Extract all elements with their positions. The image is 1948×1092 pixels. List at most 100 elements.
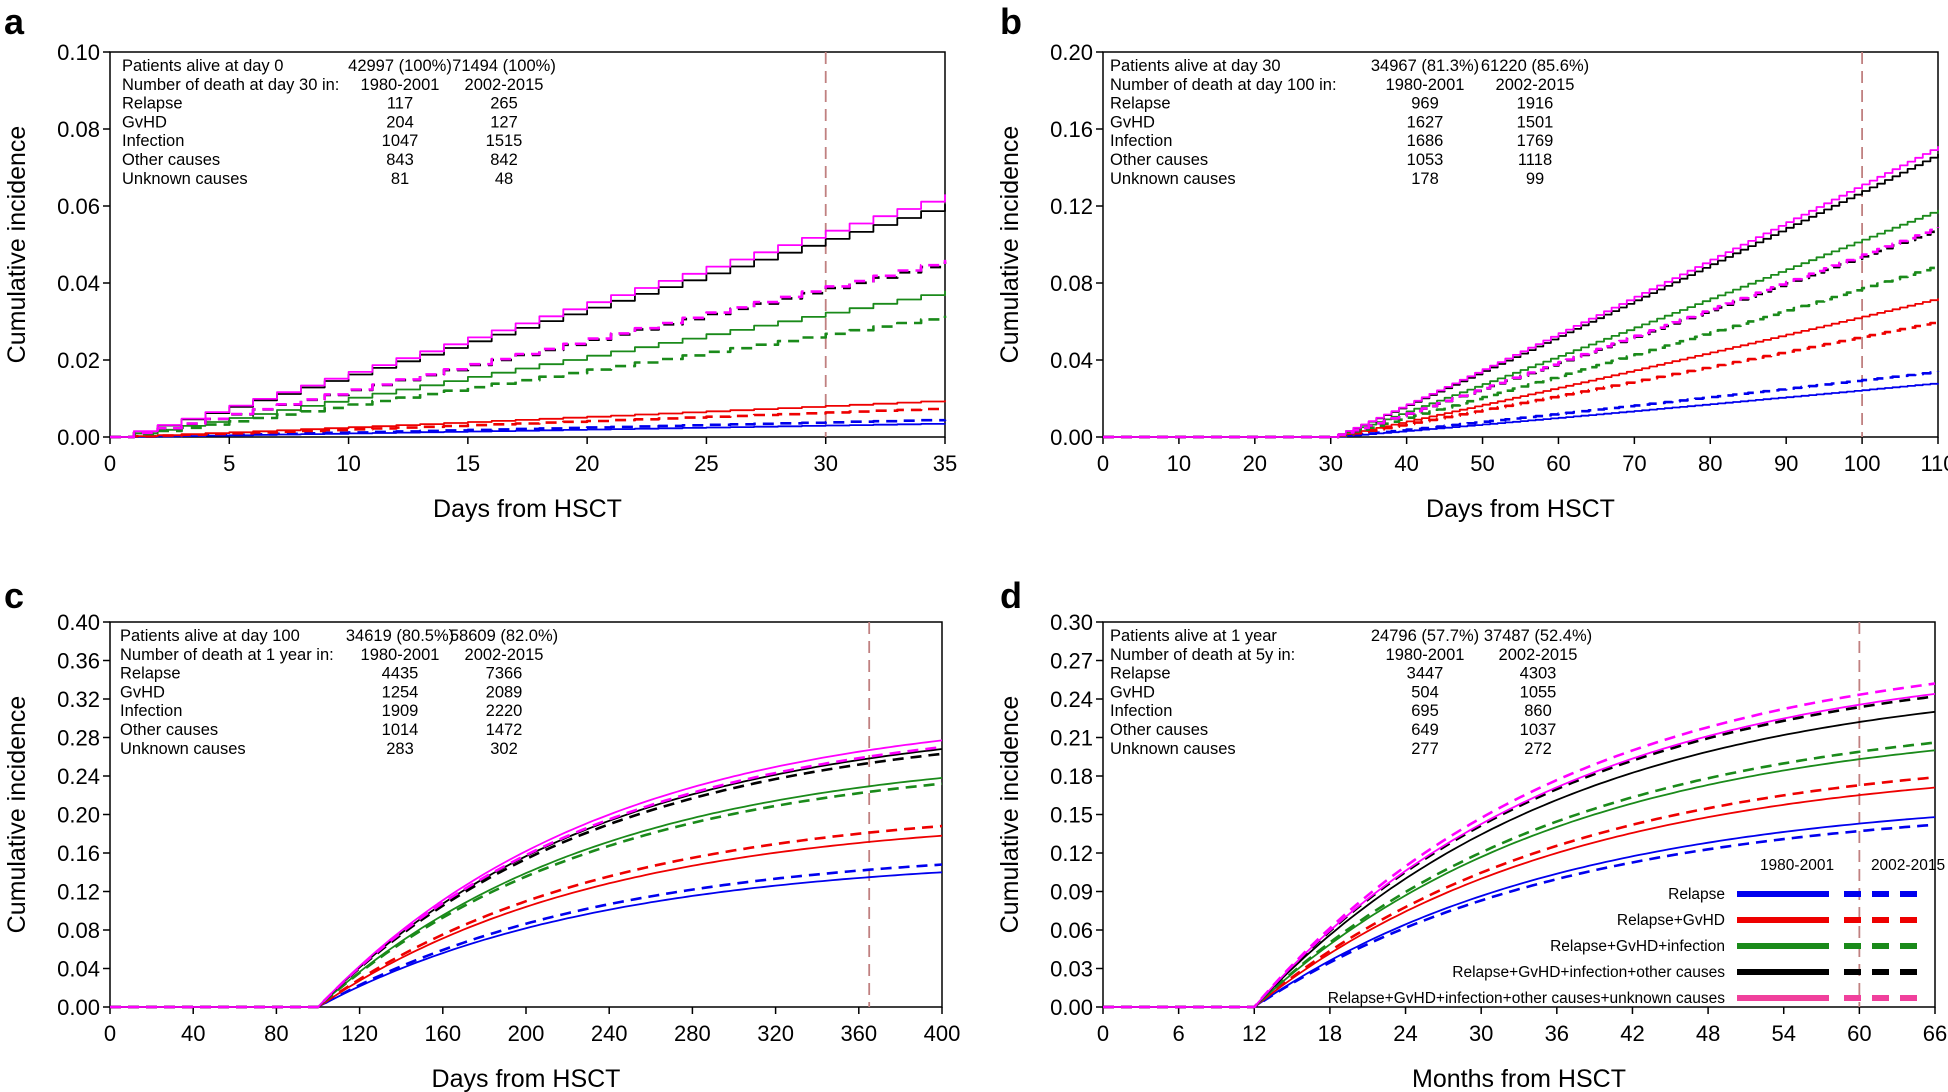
y-tick-label: 0.08 <box>57 117 100 142</box>
table-value-2002-2015: 1037 <box>1520 721 1557 739</box>
x-tick-label: 54 <box>1771 1021 1795 1046</box>
legend-label: Relapse+GvHD <box>1617 912 1725 929</box>
table-value-2002-2015: 272 <box>1524 740 1552 758</box>
y-tick-label: 0.04 <box>57 271 100 296</box>
table-value-1980-2001: 1254 <box>382 683 419 701</box>
table-alive-label: Patients alive at day 100 <box>120 627 300 645</box>
x-tick-label: 0 <box>1097 451 1109 476</box>
table-cause: Relapse <box>122 95 183 113</box>
series-line-other-1980-2001 <box>110 748 943 1008</box>
y-tick-label: 0.21 <box>1050 726 1093 751</box>
y-tick-label: 0.09 <box>1050 880 1093 905</box>
y-tick-label: 0.20 <box>57 803 100 828</box>
series-line-infection-1980-2001 <box>110 777 943 1008</box>
table-value-1980-2001: 1909 <box>382 702 419 720</box>
x-axis-label: Days from HSCT <box>433 495 622 523</box>
x-tick-label: 400 <box>924 1021 961 1046</box>
y-tick-label: 0.08 <box>1050 271 1093 296</box>
table-alive-2002-2015: 58609 (82.0%) <box>450 627 558 645</box>
x-axis-label: Days from HSCT <box>432 1065 621 1092</box>
series-line-other-2002-2015 <box>110 261 947 439</box>
series-line-relapse-2002-2015 <box>1103 823 1936 1009</box>
panel-d: d 0.00 0.03 0.06 0.09 0.12 0.15 0.18 0.21 0.24 0.2… <box>996 575 1947 1092</box>
panel-letter: c <box>4 575 24 616</box>
y-axis-label: Cumulative incidence <box>3 696 31 934</box>
table-alive-label: Patients alive at 1 year <box>1110 627 1277 645</box>
table-death-label: Number of death at day 100 in: <box>1110 76 1337 94</box>
table-value-1980-2001: 1053 <box>1407 151 1444 169</box>
series-line-gvhd-2002-2015 <box>110 824 943 1009</box>
table-alive-1980-2001: 24796 (57.7%) <box>1371 627 1479 645</box>
series-line-gvhd-2002-2015 <box>110 407 947 439</box>
x-tick-label: 0 <box>104 1021 116 1046</box>
y-tick-label: 0.24 <box>57 764 100 789</box>
x-tick-label: 36 <box>1545 1021 1569 1046</box>
y-tick-label: 0.04 <box>57 957 100 982</box>
series-line-relapse-1980-2001 <box>1103 816 1936 1008</box>
y-tick-label: 0.16 <box>1050 117 1093 142</box>
series-line-relapse-2002-2015 <box>110 863 943 1009</box>
table-value-1980-2001: 81 <box>391 170 409 188</box>
y-tick-label: 0.20 <box>1050 40 1093 65</box>
table-cause: Relapse <box>120 665 181 683</box>
table-cause: Unknown causes <box>1110 170 1236 188</box>
x-tick-label: 20 <box>1243 451 1267 476</box>
series-line-relapse-1980-2001 <box>110 871 943 1008</box>
x-axis-label: Months from HSCT <box>1412 1065 1626 1092</box>
x-tick-label: 48 <box>1696 1021 1720 1046</box>
table-value-2002-2015: 99 <box>1526 170 1544 188</box>
legend-label: Relapse <box>1668 886 1725 903</box>
table-alive-2002-2015: 37487 (52.4%) <box>1484 627 1592 645</box>
x-tick-label: 90 <box>1774 451 1798 476</box>
table-death-label: Number of death at day 30 in: <box>122 76 339 94</box>
table-cause: GvHD <box>1110 683 1155 701</box>
table-period-2: 2002-2015 <box>1499 646 1578 664</box>
x-tick-label: 160 <box>424 1021 461 1046</box>
table-value-1980-2001: 969 <box>1411 95 1439 113</box>
y-tick-label: 0.08 <box>57 918 100 943</box>
x-tick-label: 10 <box>1167 451 1191 476</box>
table-cause: Other causes <box>1110 151 1208 169</box>
x-tick-label: 40 <box>1394 451 1418 476</box>
series-line-gvhd-1980-2001 <box>1103 298 1939 438</box>
table-value-1980-2001: 178 <box>1411 170 1439 188</box>
table-cause: Infection <box>122 132 184 150</box>
y-tick-label: 0.12 <box>1050 194 1093 219</box>
table-cause: Infection <box>1110 132 1172 150</box>
y-axis-label: Cumulative incidence <box>996 126 1024 364</box>
table-value-1980-2001: 4435 <box>382 665 419 683</box>
table-value-2002-2015: 842 <box>490 151 518 169</box>
x-tick-label: 6 <box>1173 1021 1185 1046</box>
table-value-1980-2001: 504 <box>1411 683 1439 701</box>
series-line-gvhd-1980-2001 <box>1103 786 1936 1008</box>
series-line-other-1980-2001 <box>110 204 946 438</box>
table-value-1980-2001: 695 <box>1411 702 1439 720</box>
y-tick-label: 0.12 <box>1050 841 1093 866</box>
table-period-1: 1980-2001 <box>361 76 440 94</box>
table-value-2002-2015: 1769 <box>1517 132 1554 150</box>
x-tick-label: 0 <box>1097 1021 1109 1046</box>
legend-label: Relapse+GvHD+infection+other causes <box>1452 964 1725 981</box>
table-cause: GvHD <box>1110 113 1155 131</box>
table-cause: Other causes <box>122 151 220 169</box>
table-value-1980-2001: 1627 <box>1407 113 1444 131</box>
series-line-unknown-2002-2015 <box>110 259 947 439</box>
table-value-1980-2001: 117 <box>387 95 413 113</box>
series-line-unknown-1980-2001 <box>110 739 943 1008</box>
series-line-other-2002-2015 <box>1103 695 1936 1009</box>
table-cause: Infection <box>120 702 182 720</box>
x-tick-label: 0 <box>104 451 116 476</box>
x-axis-label: Days from HSCT <box>1426 495 1615 523</box>
y-tick-label: 0.06 <box>1050 918 1093 943</box>
y-tick-label: 0.15 <box>1050 803 1093 828</box>
y-tick-label: 0.16 <box>57 841 100 866</box>
table-value-2002-2015: 302 <box>490 740 518 758</box>
y-tick-label: 0.40 <box>57 610 100 635</box>
y-tick-label: 0.06 <box>57 194 100 219</box>
x-tick-label: 120 <box>341 1021 378 1046</box>
table-value-2002-2015: 1472 <box>486 721 523 739</box>
table-value-1980-2001: 277 <box>1411 740 1439 758</box>
table-alive-2002-2015: 61220 (85.6%) <box>1481 57 1589 75</box>
table-period-2: 2002-2015 <box>465 646 544 664</box>
